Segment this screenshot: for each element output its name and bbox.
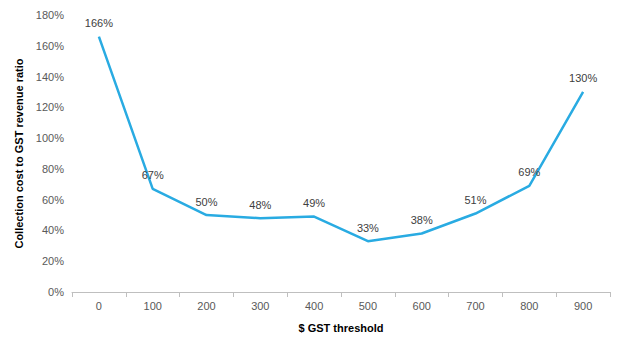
svg-text:50%: 50% bbox=[195, 196, 217, 208]
svg-text:67%: 67% bbox=[142, 169, 164, 181]
svg-text:900: 900 bbox=[574, 300, 592, 312]
svg-text:0: 0 bbox=[96, 300, 102, 312]
svg-text:33%: 33% bbox=[357, 222, 379, 234]
svg-text:51%: 51% bbox=[464, 194, 486, 206]
svg-text:60%: 60% bbox=[42, 194, 64, 206]
svg-text:140%: 140% bbox=[36, 71, 64, 83]
svg-text:200: 200 bbox=[197, 300, 215, 312]
svg-text:600: 600 bbox=[413, 300, 431, 312]
svg-text:100%: 100% bbox=[36, 132, 64, 144]
svg-text:Collection cost to GST revenue: Collection cost to GST revenue ratio bbox=[13, 58, 25, 248]
svg-text:160%: 160% bbox=[36, 40, 64, 52]
svg-text:300: 300 bbox=[251, 300, 269, 312]
svg-text:400: 400 bbox=[305, 300, 323, 312]
svg-text:69%: 69% bbox=[518, 166, 540, 178]
svg-text:38%: 38% bbox=[411, 214, 433, 226]
svg-text:500: 500 bbox=[359, 300, 377, 312]
svg-text:40%: 40% bbox=[42, 224, 64, 236]
svg-text:120%: 120% bbox=[36, 101, 64, 113]
svg-text:700: 700 bbox=[466, 300, 484, 312]
svg-text:$ GST threshold: $ GST threshold bbox=[299, 322, 384, 334]
svg-text:130%: 130% bbox=[569, 72, 597, 84]
svg-text:49%: 49% bbox=[303, 197, 325, 209]
svg-text:100: 100 bbox=[144, 300, 162, 312]
svg-text:80%: 80% bbox=[42, 163, 64, 175]
svg-text:180%: 180% bbox=[36, 9, 64, 21]
svg-text:20%: 20% bbox=[42, 255, 64, 267]
svg-text:48%: 48% bbox=[249, 199, 271, 211]
svg-text:166%: 166% bbox=[85, 17, 113, 29]
svg-text:800: 800 bbox=[520, 300, 538, 312]
svg-text:0%: 0% bbox=[48, 286, 64, 298]
